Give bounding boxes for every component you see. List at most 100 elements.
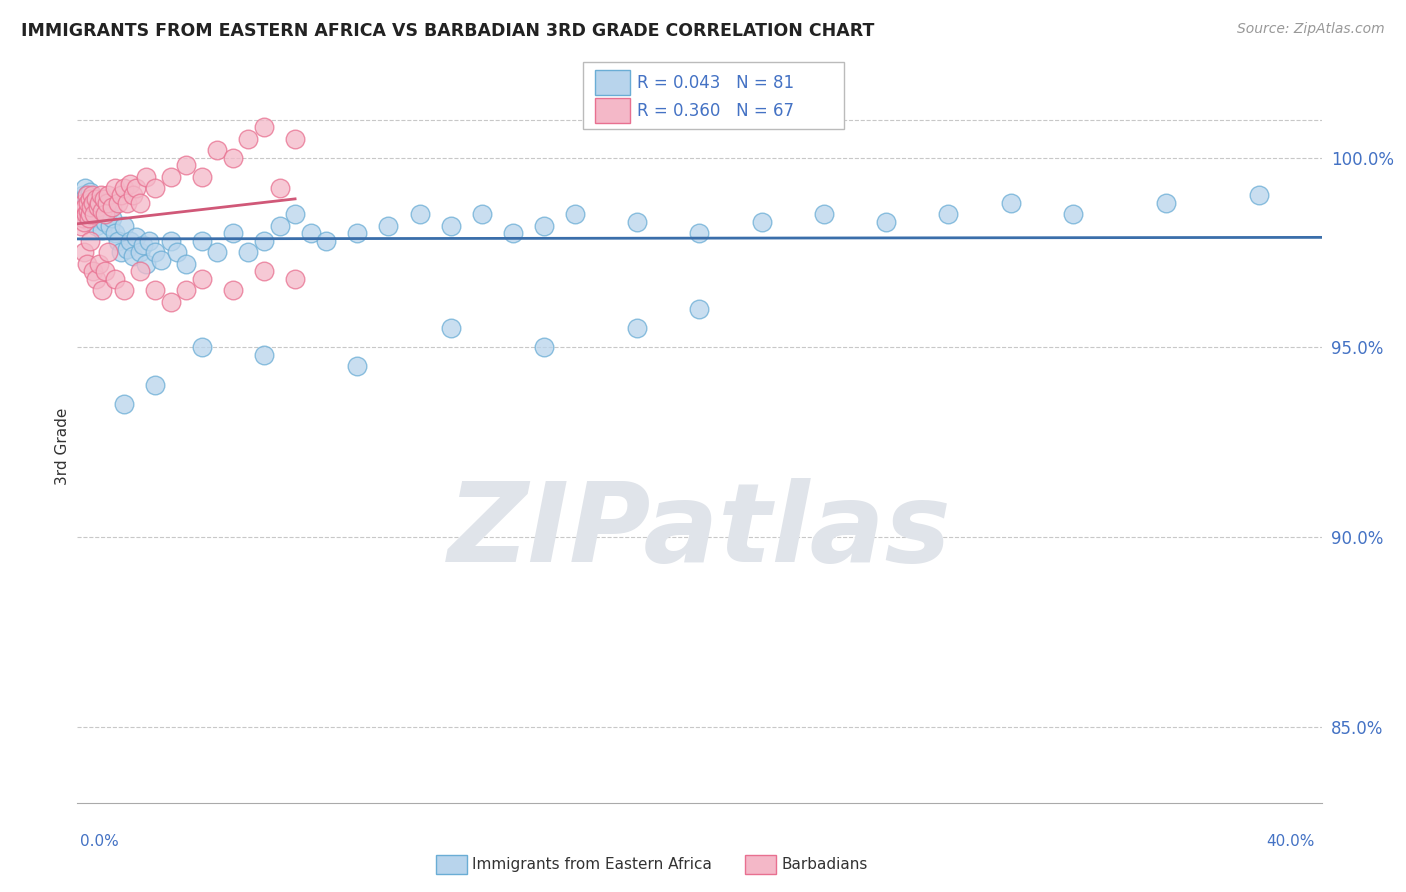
Point [80, 200, 103, 214]
Point [284, 131, 307, 145]
Point [87, 196, 110, 211]
Point [91, 284, 114, 298]
Point [1062, 207, 1084, 221]
Point [222, 151, 245, 165]
Point [73, 215, 96, 229]
Point [626, 321, 648, 335]
Point [174, 257, 197, 271]
Point [72, 200, 94, 214]
Point [70, 196, 93, 211]
Point [90, 188, 112, 202]
Point [84, 192, 107, 206]
Point [143, 181, 166, 195]
Point [1000, 196, 1022, 211]
Point [69, 207, 91, 221]
Point [97, 245, 120, 260]
Point [70, 219, 93, 233]
Point [143, 284, 166, 298]
Point [94, 264, 117, 278]
Point [125, 230, 148, 244]
Point [253, 234, 276, 248]
Point [110, 188, 132, 202]
Point [104, 227, 127, 241]
Point [238, 131, 260, 145]
Point [128, 196, 150, 211]
Point [122, 188, 145, 202]
Point [82, 192, 104, 206]
Point [87, 257, 110, 271]
Point [91, 203, 114, 218]
Point [104, 181, 127, 195]
Point [77, 196, 100, 211]
Text: Immigrants from Eastern Africa: Immigrants from Eastern Africa [472, 857, 713, 871]
Text: R = 0.360   N = 67: R = 0.360 N = 67 [637, 102, 794, 120]
Point [159, 169, 181, 184]
Point [70, 203, 93, 218]
Point [107, 196, 129, 211]
Point [128, 245, 150, 260]
Point [83, 207, 105, 221]
Text: 0.0%: 0.0% [80, 834, 120, 849]
Point [135, 169, 157, 184]
Point [87, 211, 110, 226]
Point [72, 188, 94, 202]
Point [82, 211, 104, 226]
Point [107, 234, 129, 248]
Point [100, 200, 122, 214]
Point [86, 200, 108, 214]
Point [238, 245, 260, 260]
Point [120, 234, 142, 248]
Point [80, 203, 103, 218]
Point [128, 264, 150, 278]
Point [112, 284, 135, 298]
Point [222, 227, 245, 241]
Point [159, 294, 181, 309]
Point [97, 188, 120, 202]
Point [82, 264, 104, 278]
Point [72, 245, 94, 260]
Point [112, 181, 135, 195]
Point [79, 207, 101, 221]
Point [122, 249, 145, 263]
Point [166, 245, 188, 260]
Point [502, 227, 524, 241]
Point [813, 207, 835, 221]
Text: R = 0.043   N = 81: R = 0.043 N = 81 [637, 74, 794, 92]
Y-axis label: 3rd Grade: 3rd Grade [55, 408, 70, 484]
Point [76, 203, 98, 218]
Point [222, 284, 245, 298]
Point [72, 196, 94, 211]
Point [253, 264, 276, 278]
Point [471, 207, 494, 221]
Point [73, 207, 96, 221]
Point [90, 203, 112, 218]
Point [440, 219, 463, 233]
Point [191, 272, 214, 286]
Point [93, 192, 115, 206]
Point [75, 200, 97, 214]
Point [76, 257, 98, 271]
Point [104, 272, 127, 286]
Point [131, 237, 153, 252]
Point [84, 272, 107, 286]
Point [143, 378, 166, 392]
Point [533, 219, 555, 233]
Point [138, 234, 160, 248]
Point [284, 207, 307, 221]
Point [76, 196, 98, 211]
Point [94, 215, 117, 229]
Point [86, 200, 108, 214]
Point [79, 192, 101, 206]
Point [100, 211, 122, 226]
Point [626, 215, 648, 229]
Point [82, 196, 104, 211]
Point [77, 200, 100, 214]
Point [82, 196, 104, 211]
Text: Barbadians: Barbadians [782, 857, 868, 871]
Point [98, 219, 121, 233]
Point [72, 211, 94, 226]
Point [284, 272, 307, 286]
Point [112, 397, 135, 411]
Point [751, 215, 773, 229]
Point [191, 234, 214, 248]
